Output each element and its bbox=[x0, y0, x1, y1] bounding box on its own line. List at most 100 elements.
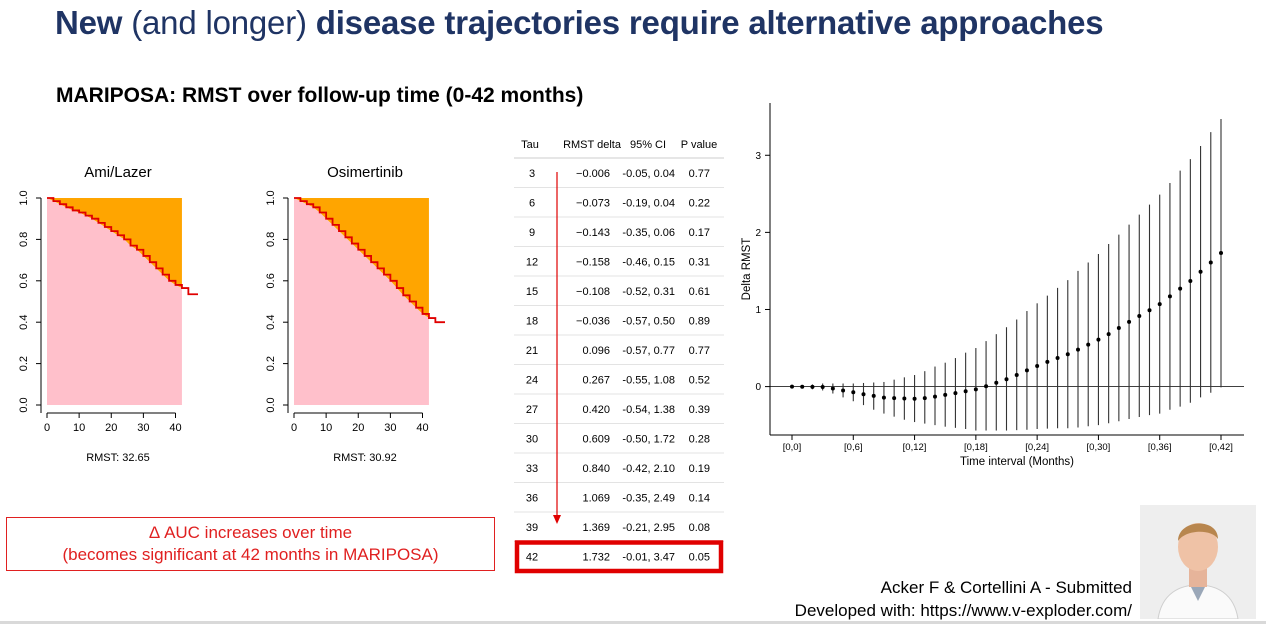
table-row: 21 0.096 -0.57, 0.77 0.77 bbox=[526, 345, 710, 357]
cell-rmst-delta: −0.036 bbox=[576, 315, 610, 327]
table-row: 30 0.609 -0.50, 1.72 0.28 bbox=[526, 433, 710, 445]
km-xlabel: RMST: 30.92 bbox=[333, 452, 397, 464]
cell-tau: 36 bbox=[526, 492, 538, 504]
trend-arrow-head bbox=[553, 515, 561, 524]
cell-tau: 9 bbox=[529, 227, 535, 239]
presenter-photo bbox=[1140, 505, 1256, 619]
cell-ci: -0.05, 0.04 bbox=[622, 168, 675, 180]
cell-ci: -0.19, 0.04 bbox=[622, 197, 675, 209]
cell-rmst-delta: 0.420 bbox=[582, 404, 610, 416]
x-tick-label: [0,18] bbox=[964, 442, 988, 453]
y-tick-label: 2 bbox=[755, 228, 761, 239]
cell-rmst-delta: 1.369 bbox=[582, 522, 610, 534]
cell-tau: 42 bbox=[526, 551, 538, 563]
x-tick-label: [0,30] bbox=[1087, 442, 1111, 453]
cell-p-value: 0.89 bbox=[689, 315, 710, 327]
estimate-point bbox=[892, 396, 897, 401]
area-below-curve bbox=[294, 198, 429, 405]
callout-box: Δ AUC increases over time (becomes signi… bbox=[6, 517, 495, 571]
x-tick-label: 30 bbox=[137, 422, 149, 434]
x-tick-label: 10 bbox=[320, 422, 332, 434]
estimate-point bbox=[851, 390, 856, 395]
estimate-point bbox=[1219, 251, 1223, 256]
table-row: 15 −0.108 -0.52, 0.31 0.61 bbox=[526, 286, 710, 298]
y-tick-label: 0 bbox=[755, 382, 761, 393]
cell-ci: -0.46, 0.15 bbox=[622, 256, 675, 268]
km-chart-osimertinib: Osimertinib 0 10 20 30 400.00.20.40.60.81.0 … bbox=[265, 164, 445, 464]
estimate-point bbox=[1198, 269, 1203, 274]
table-row: 12 −0.158 -0.46, 0.15 0.31 bbox=[526, 256, 710, 268]
estimate-point bbox=[881, 395, 886, 400]
estimate-point bbox=[1024, 368, 1029, 373]
y-tick-label: 0.0 bbox=[18, 397, 30, 412]
slide-title: New (and longer) disease trajectories re… bbox=[55, 4, 1104, 42]
cell-p-value: 0.05 bbox=[689, 551, 710, 563]
cell-ci: -0.35, 2.49 bbox=[622, 492, 675, 504]
cell-rmst-delta: 0.840 bbox=[582, 463, 610, 475]
estimate-point bbox=[1004, 377, 1009, 382]
credit-line-2: Developed with: https://www.v-exploder.c… bbox=[794, 601, 1132, 620]
km-plot-area: 0 10 20 30 40 0.0 0.2 0.4 0.6 0.8 1.0 bbox=[265, 190, 445, 434]
cell-ci: -0.57, 0.77 bbox=[622, 345, 675, 357]
cell-ci: -0.52, 0.31 bbox=[622, 286, 675, 298]
cell-rmst-delta: −0.006 bbox=[576, 168, 610, 180]
cell-tau: 21 bbox=[526, 345, 538, 357]
estimate-point bbox=[912, 396, 917, 401]
cell-tau: 12 bbox=[526, 256, 538, 268]
estimate-point bbox=[1106, 332, 1111, 337]
y-tick-label: 0.0 bbox=[265, 397, 277, 412]
estimate-point bbox=[953, 391, 958, 396]
table-row: 39 1.369 -0.21, 2.95 0.08 bbox=[526, 522, 710, 534]
km-title: Osimertinib bbox=[327, 164, 403, 181]
survival-curve bbox=[294, 197, 445, 324]
estimate-point bbox=[1065, 352, 1070, 357]
credit-line-1: Acker F & Cortellini A - Submitted bbox=[880, 578, 1132, 597]
cell-ci: -0.57, 0.50 bbox=[622, 315, 675, 327]
slide-subtitle: MARIPOSA: RMST over follow-up time (0-42… bbox=[56, 84, 584, 107]
cell-rmst-delta: −0.108 bbox=[576, 286, 610, 298]
x-tick-label: 20 bbox=[105, 422, 117, 434]
x-tick-label: 40 bbox=[169, 422, 181, 434]
cell-p-value: 0.77 bbox=[689, 168, 710, 180]
estimate-point bbox=[871, 393, 876, 398]
estimate-point bbox=[1167, 294, 1172, 299]
estimate-point bbox=[1127, 319, 1132, 324]
delta-rmst-plot: 0 1 2 3 [0,0] [0,6] [0,12] [0,18] [0,24] [0,30] [0… bbox=[741, 103, 1244, 468]
person-silhouette-icon bbox=[1140, 505, 1256, 619]
estimate-point bbox=[933, 394, 937, 399]
estimate-point bbox=[994, 380, 999, 385]
y-tick-label: 0.8 bbox=[18, 232, 30, 247]
estimate-point bbox=[1014, 373, 1019, 378]
km-plot-area: 0 10 20 30 40 0.0 0.2 0.4 0.6 0.8 1.0 bbox=[18, 190, 198, 434]
estimate-point bbox=[1157, 302, 1162, 307]
x-tick-label: 0 bbox=[44, 422, 50, 434]
callout-line-2: (becomes significant at 42 months in MAR… bbox=[62, 545, 439, 564]
highlight-box bbox=[514, 540, 724, 574]
cell-ci: -0.54, 1.38 bbox=[622, 404, 675, 416]
x-tick-label: [0,42] bbox=[1209, 442, 1233, 453]
cell-tau: 39 bbox=[526, 522, 538, 534]
y-tick-label: 1.0 bbox=[265, 190, 277, 205]
km-chart-ami-lazer: Ami/Lazer 0 10 20 30 40 0.0 0.2 0.4 0.6 0.8 1.0 RM… bbox=[18, 164, 198, 464]
estimate-point bbox=[1137, 314, 1142, 319]
table-row: 27 0.420 -0.54, 1.38 0.39 bbox=[526, 404, 710, 416]
cell-tau: 33 bbox=[526, 463, 538, 475]
x-tick-label: 30 bbox=[384, 422, 396, 434]
cell-rmst-delta: −0.158 bbox=[576, 256, 610, 268]
cell-p-value: 0.77 bbox=[689, 345, 710, 357]
y-tick-label: 0.4 bbox=[265, 315, 277, 330]
y-tick-label: 0.8 bbox=[265, 232, 277, 247]
area-above-curve bbox=[294, 198, 429, 319]
x-tick-label: [0,24] bbox=[1025, 442, 1049, 453]
cell-rmst-delta: 0.267 bbox=[582, 374, 610, 386]
estimate-point bbox=[830, 386, 835, 391]
estimate-point bbox=[1086, 342, 1091, 347]
cell-rmst-delta: 0.609 bbox=[582, 433, 610, 445]
y-tick-label: 0.2 bbox=[265, 356, 277, 371]
cell-ci: -0.55, 1.08 bbox=[622, 374, 675, 386]
cell-p-value: 0.39 bbox=[689, 404, 710, 416]
slide-title-bold-2: disease trajectories require alternative… bbox=[315, 4, 1104, 41]
estimate-point bbox=[1208, 260, 1213, 265]
callout-line-1: Δ AUC increases over time bbox=[148, 523, 353, 542]
cell-ci: -0.50, 1.72 bbox=[622, 433, 675, 445]
